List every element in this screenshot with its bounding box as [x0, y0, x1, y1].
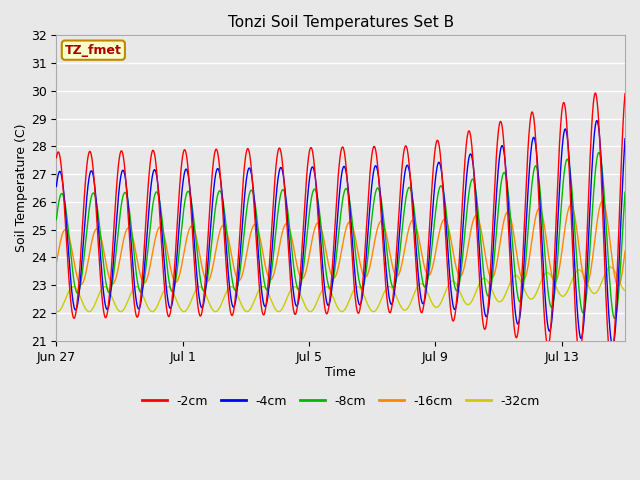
- -32cm: [355, 285, 363, 290]
- -2cm: [296, 271, 304, 276]
- -2cm: [306, 148, 314, 154]
- -8cm: [52, 217, 60, 223]
- -2cm: [607, 360, 615, 366]
- -4cm: [52, 183, 60, 189]
- -4cm: [296, 285, 304, 291]
- Line: -16cm: -16cm: [56, 201, 625, 286]
- -2cm: [355, 310, 363, 315]
- Y-axis label: Soil Temperature (C): Soil Temperature (C): [15, 124, 28, 252]
- -32cm: [338, 309, 346, 314]
- -32cm: [306, 309, 314, 314]
- -32cm: [607, 264, 614, 270]
- Line: -4cm: -4cm: [56, 120, 625, 346]
- -16cm: [614, 283, 622, 289]
- -4cm: [609, 343, 616, 348]
- -2cm: [621, 91, 629, 96]
- Line: -2cm: -2cm: [56, 93, 625, 363]
- -16cm: [86, 248, 94, 254]
- -32cm: [296, 291, 304, 297]
- -16cm: [543, 239, 550, 244]
- -4cm: [306, 175, 314, 181]
- -32cm: [52, 309, 60, 314]
- -32cm: [86, 309, 94, 314]
- Title: Tonzi Soil Temperatures Set B: Tonzi Soil Temperatures Set B: [228, 15, 454, 30]
- -8cm: [296, 284, 304, 289]
- Line: -8cm: -8cm: [56, 153, 625, 318]
- -8cm: [418, 275, 426, 280]
- -16cm: [296, 274, 304, 280]
- -8cm: [86, 201, 94, 207]
- -16cm: [52, 260, 60, 266]
- -16cm: [621, 248, 629, 254]
- -8cm: [355, 277, 363, 283]
- -32cm: [419, 281, 426, 287]
- Line: -32cm: -32cm: [56, 267, 625, 312]
- -2cm: [52, 155, 60, 160]
- -4cm: [86, 170, 94, 176]
- -8cm: [595, 150, 603, 156]
- -2cm: [86, 148, 94, 154]
- -4cm: [621, 136, 629, 142]
- -2cm: [591, 90, 599, 96]
- -8cm: [621, 189, 629, 195]
- -2cm: [543, 339, 550, 345]
- Legend: -2cm, -4cm, -8cm, -16cm, -32cm: -2cm, -4cm, -8cm, -16cm, -32cm: [136, 390, 545, 413]
- X-axis label: Time: Time: [325, 366, 356, 379]
- -16cm: [598, 198, 606, 204]
- -4cm: [355, 301, 363, 307]
- -4cm: [543, 313, 550, 319]
- -16cm: [306, 251, 314, 257]
- -8cm: [611, 315, 619, 321]
- -4cm: [593, 118, 600, 123]
- -8cm: [306, 208, 314, 214]
- -4cm: [418, 299, 426, 305]
- -32cm: [543, 270, 551, 276]
- -16cm: [355, 255, 363, 261]
- -16cm: [418, 252, 426, 257]
- -32cm: [621, 288, 629, 293]
- -2cm: [418, 310, 426, 315]
- Text: TZ_fmet: TZ_fmet: [65, 44, 122, 57]
- -8cm: [543, 274, 550, 279]
